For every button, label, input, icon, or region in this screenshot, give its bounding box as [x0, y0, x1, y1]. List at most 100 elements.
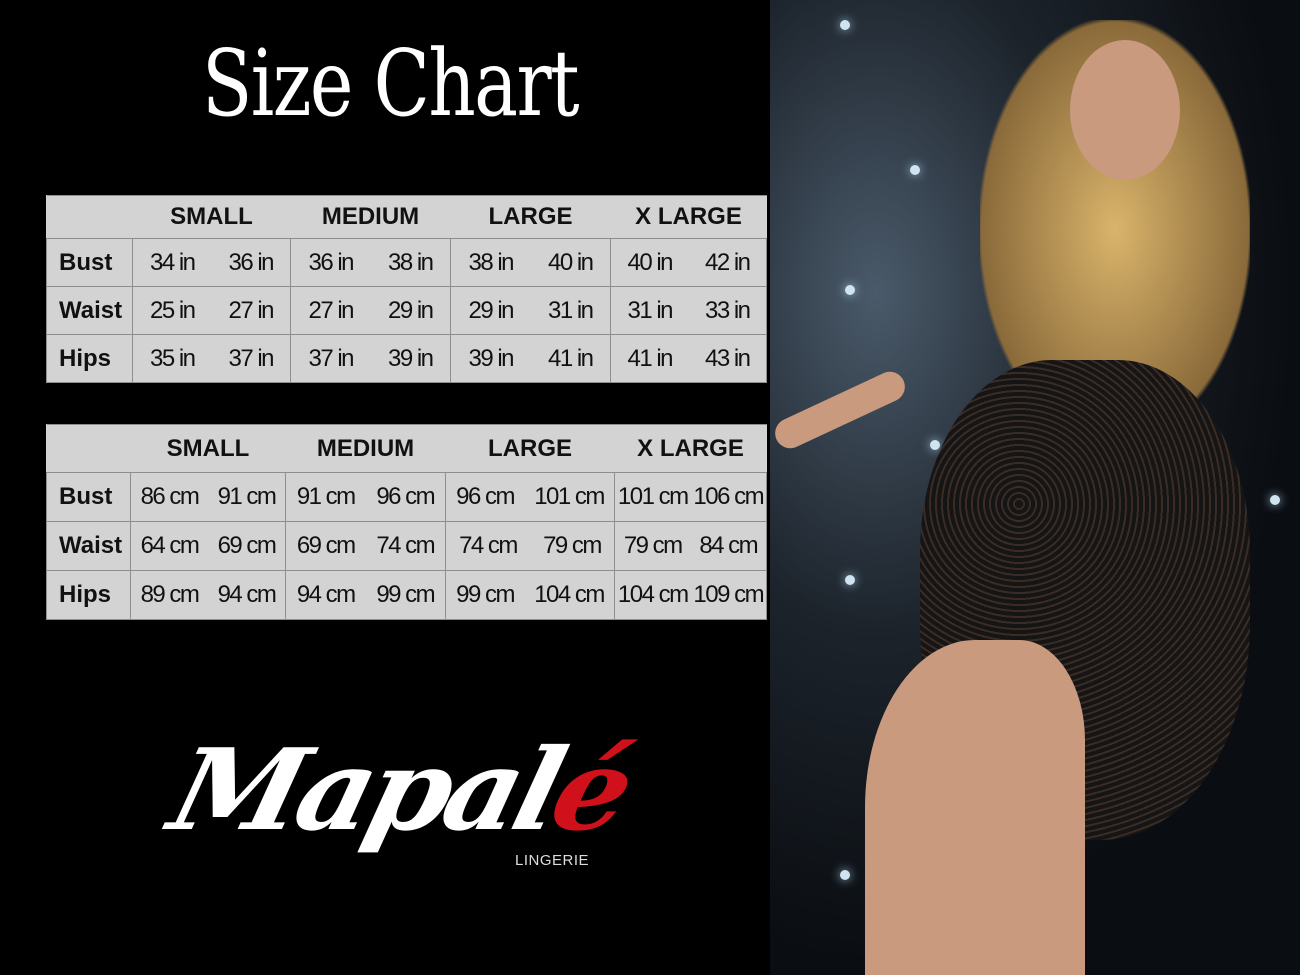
size-range-cell: 36 in 38 in: [290, 238, 451, 287]
range-max: 42 in: [704, 248, 751, 276]
range-min: 29 in: [468, 296, 514, 324]
range-max: 38 in: [387, 248, 434, 276]
range-max: 39 in: [387, 344, 434, 372]
logo-wordmark: Mapalé: [159, 723, 642, 855]
size-range-cell: 34 in 36 in: [132, 238, 291, 287]
header-corner: [46, 195, 133, 239]
size-header: SMALL: [130, 424, 286, 473]
size-range-cell: 86 cm 91 cm: [130, 472, 286, 522]
range-min: 96 cm: [456, 483, 515, 510]
range-min: 99 cm: [456, 581, 515, 608]
range-max: 109 cm: [693, 581, 764, 608]
tufted-button: [930, 440, 940, 450]
logo-wordmark-main: Mapal: [158, 723, 573, 856]
table-row: Hips 89 cm 94 cm 94 cm 99 cm 99 cm 104 cm 104 c…: [46, 570, 767, 620]
model-arm: [770, 366, 910, 454]
size-range-cell: 69 cm 74 cm: [285, 521, 446, 571]
range-max: 69 cm: [217, 532, 277, 559]
size-range-cell: 89 cm 94 cm: [130, 570, 286, 620]
range-min: 101 cm: [617, 483, 689, 510]
size-range-cell: 104 cm 109 cm: [614, 570, 767, 620]
tufted-button: [840, 20, 850, 30]
size-range-cell: 35 in 37 in: [132, 334, 291, 383]
size-range-cell: 27 in 29 in: [290, 286, 451, 335]
size-range-cell: 31 in 33 in: [610, 286, 767, 335]
range-min: 36 in: [308, 248, 354, 276]
table-row: Waist 64 cm 69 cm 69 cm 74 cm 74 cm 79 cm 79 cm…: [46, 521, 767, 571]
range-min: 104 cm: [617, 581, 689, 608]
tufted-button: [910, 165, 920, 175]
range-min: 37 in: [308, 344, 354, 372]
range-max: 94 cm: [217, 581, 277, 608]
tufted-button: [845, 285, 855, 295]
size-table-centimeters: SMALL MEDIUM LARGE X LARGE Bust 86 cm 91 cm 91 …: [46, 424, 767, 620]
range-min: 64 cm: [140, 532, 200, 559]
brand-logo: Mapalé LINGERIE: [159, 720, 642, 880]
size-header: MEDIUM: [285, 424, 446, 473]
range-max: 84 cm: [699, 532, 758, 559]
range-min: 91 cm: [296, 483, 356, 510]
size-range-cell: 37 in 39 in: [290, 334, 451, 383]
range-max: 40 in: [547, 248, 594, 276]
range-max: 37 in: [228, 344, 274, 372]
size-range-cell: 40 in 42 in: [610, 238, 767, 287]
range-min: 40 in: [627, 248, 673, 276]
size-range-cell: 96 cm 101 cm: [445, 472, 615, 522]
range-max: 33 in: [704, 296, 751, 324]
measurement-label: Waist: [46, 521, 131, 571]
size-header: LARGE: [445, 424, 615, 473]
table-row: Hips 35 in 37 in 37 in 39 in 39 in 41 in 41 in 4…: [46, 334, 767, 383]
table-row: Bust 86 cm 91 cm 91 cm 96 cm 96 cm 101 cm 101 c…: [46, 472, 767, 522]
size-header: X LARGE: [614, 424, 767, 473]
range-min: 89 cm: [140, 581, 200, 608]
tufted-button: [845, 575, 855, 585]
size-range-cell: 64 cm 69 cm: [130, 521, 286, 571]
range-min: 35 in: [149, 344, 196, 372]
table-row: Bust 34 in 36 in 36 in 38 in 38 in 40 in 40 in 4…: [46, 238, 767, 287]
range-min: 69 cm: [296, 532, 356, 559]
table-header-row: SMALL MEDIUM LARGE X LARGE: [46, 195, 767, 239]
range-min: 79 cm: [623, 532, 683, 559]
model-face: [1070, 40, 1180, 180]
range-min: 25 in: [149, 296, 196, 324]
measurement-label: Hips: [46, 570, 131, 620]
range-max: 36 in: [228, 248, 274, 276]
range-max: 104 cm: [534, 581, 605, 608]
range-max: 27 in: [228, 296, 274, 324]
measurement-label: Hips: [46, 334, 133, 383]
measurement-label: Bust: [46, 472, 131, 522]
measurement-label: Waist: [46, 286, 133, 335]
range-max: 41 in: [547, 344, 594, 372]
size-range-cell: 79 cm 84 cm: [614, 521, 767, 571]
tufted-button: [1270, 495, 1280, 505]
logo-subtitle: LINGERIE: [515, 852, 590, 869]
model-leg: [865, 640, 1085, 975]
range-min: 27 in: [308, 296, 354, 324]
size-header: LARGE: [450, 195, 611, 239]
range-max: 29 in: [387, 296, 434, 324]
range-max: 31 in: [547, 296, 594, 324]
size-table-inches: SMALL MEDIUM LARGE X LARGE Bust 34 in 36 in 36 …: [46, 195, 767, 383]
size-range-cell: 29 in 31 in: [450, 286, 611, 335]
range-max: 91 cm: [217, 483, 277, 510]
tufted-button: [840, 870, 850, 880]
range-min: 86 cm: [140, 483, 200, 510]
range-max: 106 cm: [693, 483, 764, 510]
size-range-cell: 94 cm 99 cm: [285, 570, 446, 620]
size-range-cell: 74 cm 79 cm: [445, 521, 615, 571]
size-range-cell: 101 cm 106 cm: [614, 472, 767, 522]
model-photo: [770, 0, 1300, 975]
range-min: 74 cm: [459, 532, 518, 559]
size-range-cell: 91 cm 96 cm: [285, 472, 446, 522]
table-row: Waist 25 in 27 in 27 in 29 in 29 in 31 in 31 in…: [46, 286, 767, 335]
range-min: 94 cm: [296, 581, 356, 608]
size-range-cell: 99 cm 104 cm: [445, 570, 615, 620]
range-max: 43 in: [704, 344, 751, 372]
size-header: MEDIUM: [290, 195, 451, 239]
page-title: Size Chart: [201, 30, 580, 137]
table-header-row: SMALL MEDIUM LARGE X LARGE: [46, 424, 767, 473]
range-min: 39 in: [468, 344, 514, 372]
size-range-cell: 39 in 41 in: [450, 334, 611, 383]
range-min: 41 in: [627, 344, 673, 372]
